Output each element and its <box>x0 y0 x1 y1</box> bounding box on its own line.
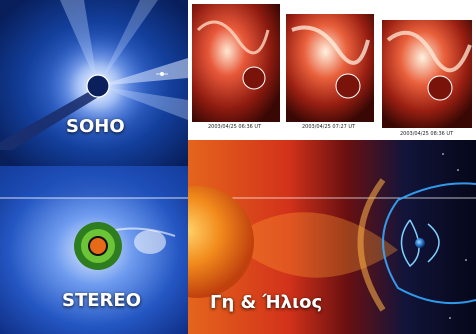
timestamp-3: 2003/04/25 08:36 UT <box>400 131 454 137</box>
soho-panel: SOHO <box>0 0 188 166</box>
eit-frame-1 <box>192 4 280 122</box>
stereo-coronagraph-image <box>0 166 188 334</box>
soho-label: SOHO <box>66 116 125 137</box>
timestamp-2: 2003/04/25 07:27 UT <box>302 124 356 130</box>
earth-sun-image <box>188 140 476 334</box>
eit-frame-3 <box>382 20 472 128</box>
stereo-panel: STEREO <box>0 166 188 334</box>
stereo-label: STEREO <box>62 290 141 311</box>
earth-sun-panel: Γη & Ήλιος <box>188 140 476 334</box>
soho-coronagraph-image <box>0 0 188 166</box>
earth-sun-label: Γη & Ήλιος <box>210 292 323 313</box>
eit-frames-image <box>188 0 476 140</box>
eit-sequence-panel: 2003/04/25 06:36 UT 2003/04/25 07:27 UT … <box>188 0 476 140</box>
timestamp-1: 2003/04/25 06:36 UT <box>208 124 262 130</box>
eit-frame-2 <box>286 14 374 122</box>
